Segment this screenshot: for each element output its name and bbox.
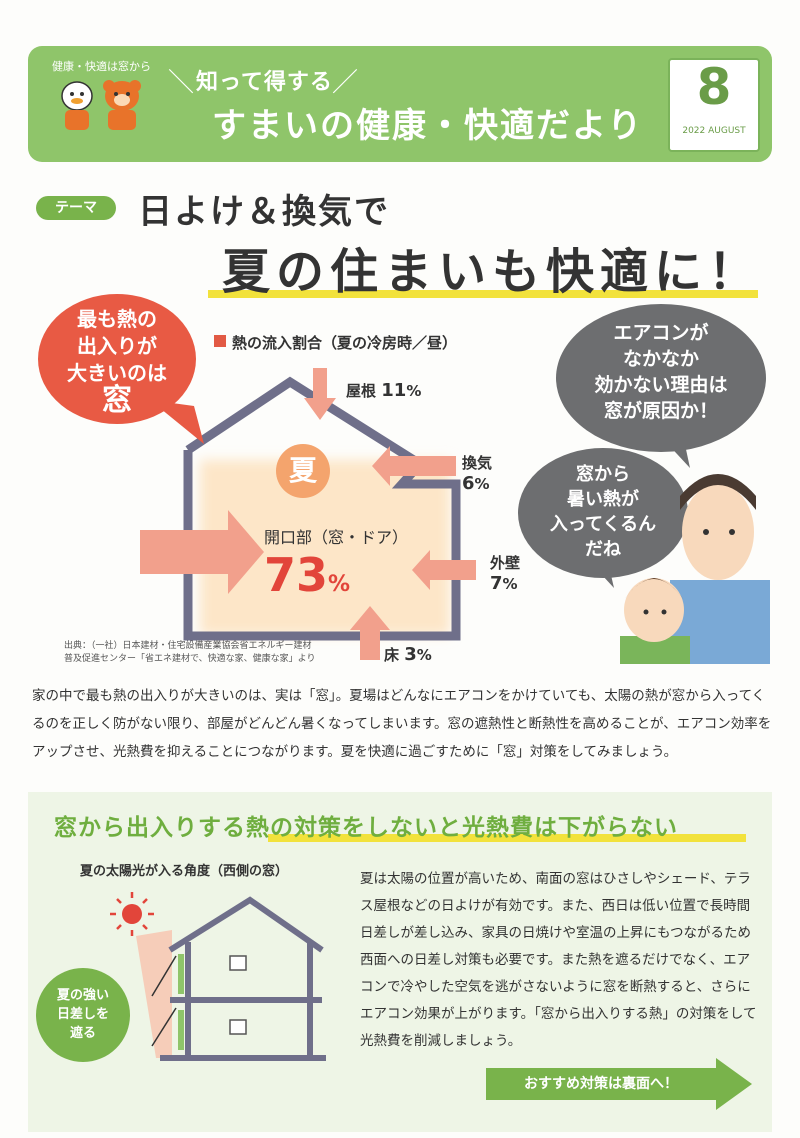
speech-tail	[590, 562, 614, 588]
wall-unit: %	[502, 575, 518, 593]
father-face	[682, 484, 754, 580]
house-roof-upper	[168, 896, 324, 953]
source-line: 普及促進センター「省エネ建材で、快適な家、健康な家」より	[64, 654, 316, 664]
speech-tail	[664, 440, 690, 468]
bear-mascot-icon	[103, 80, 141, 130]
floor-arrow	[350, 606, 390, 660]
speech-line: だね	[585, 539, 621, 560]
callout-bubble	[38, 294, 196, 424]
ventilation-label-text: 換気	[462, 454, 493, 472]
theme-underline	[208, 290, 758, 298]
section2-body: 夏は太陽の位置が高いため、南面の窓はひさしやシェード、テラス屋根などの日よけが有…	[360, 871, 757, 1049]
duck-mascot-icon	[61, 81, 93, 130]
window-lower	[229, 1019, 247, 1035]
sun-angle-diagram	[110, 892, 326, 1061]
father-hair	[680, 474, 756, 510]
callout-text: 最も熱の 出入りが 大きいのは 窓	[38, 306, 196, 418]
roof-label: 屋根 11%	[346, 380, 421, 401]
shade-upper	[178, 954, 184, 994]
roof-arrow	[304, 368, 336, 420]
opening-value-unit: %	[328, 572, 351, 597]
theme-heading: 日よけ＆換気で	[138, 192, 390, 232]
callout-line: 最も熱の	[77, 307, 157, 331]
floor-label: 床 3%	[384, 644, 432, 665]
intro-paragraph: 家の中で最も熱の出入りが大きいのは、実は「窓」。夏場はどんなにエアコンをかけてい…	[32, 688, 772, 760]
floor-value: 3	[404, 644, 417, 665]
roof-value: 11	[381, 380, 407, 401]
section2-title: 窓から出入りする熱の対策をしないと光熱費は下がらない	[54, 815, 678, 841]
circle-line: 日差しを	[56, 1007, 109, 1022]
issue-number: 8	[696, 58, 732, 116]
speech-line: なかなか	[622, 348, 699, 370]
house-heat-diagram	[140, 368, 476, 660]
speech-line: 暑い熱が	[567, 489, 639, 510]
house-outline	[183, 376, 461, 641]
speech-line: 入ってくるん	[549, 514, 657, 535]
opening-value-number: 73	[264, 548, 329, 602]
floor-unit: %	[416, 646, 432, 664]
wall-label: 外壁 7%	[490, 552, 520, 594]
theme-badge: テーマ	[36, 196, 116, 220]
floor-label-text: 床	[384, 646, 400, 664]
callout-tail	[150, 400, 204, 444]
speech-line: エアコンが	[613, 322, 709, 344]
section2-underline	[268, 834, 746, 842]
speech-line: 効かない理由は	[594, 374, 728, 396]
window-upper	[229, 955, 247, 971]
source-line: 出典：（一社）日本建材・住宅設備産業協会省エネルギー建材	[64, 641, 312, 651]
opening-arrow	[140, 510, 264, 594]
arrow-right-icon[interactable]	[716, 1058, 752, 1110]
heat-arrows	[140, 368, 476, 660]
callout-line: 大きいのは	[67, 361, 167, 385]
issue-box	[668, 58, 760, 152]
circle-line: 遮る	[69, 1026, 96, 1041]
speech-bubble-father	[556, 304, 766, 452]
roof-unit: %	[406, 382, 422, 400]
speech-line: 窓が原因か！	[603, 400, 718, 422]
source-note: 出典：（一社）日本建材・住宅設備産業協会省エネルギー建材 普及促進センター「省エ…	[64, 640, 315, 666]
tagline: 健康・快適は窓から	[52, 60, 151, 73]
decor-slash-right: ／	[332, 68, 359, 98]
roof-label-text: 屋根	[346, 382, 377, 400]
speech-bubble-child	[518, 448, 688, 578]
callout-emphasis: 窓	[102, 383, 132, 418]
speech-text-father: エアコンが なかなか 効かない理由は 窓が原因か！	[556, 320, 766, 424]
angle-diagram-title: 夏の太陽光が入る角度（西側の窓）	[80, 864, 289, 879]
issue-date: 2022 AUGUST	[682, 126, 746, 136]
child-face	[624, 578, 684, 642]
opening-value: 73%	[264, 548, 350, 602]
wall-arrow	[412, 550, 476, 590]
header-subtitle: 知って得する	[196, 70, 333, 95]
theme-main-title: 夏の住まいも快適に！	[222, 244, 763, 300]
chart-title: 熱の流入割合（夏の冷房時／昼）	[232, 334, 458, 352]
wall-label-text: 外壁	[490, 554, 521, 572]
shade-lower	[178, 1010, 184, 1050]
summer-badge: 夏	[276, 444, 330, 498]
chart-title-marker	[214, 335, 226, 347]
ventilation-arrow	[372, 446, 456, 486]
header-title: すまいの健康・快適だより	[212, 106, 644, 146]
speech-line: 窓から	[576, 464, 630, 485]
wall-value: 7	[490, 573, 503, 594]
family-illustration	[620, 474, 770, 664]
next-page-cta[interactable]: おすすめ対策は裏面へ！	[486, 1068, 716, 1100]
speech-text-child: 窓から 暑い熱が 入ってくるん だね	[518, 462, 688, 562]
ventilation-unit: %	[474, 475, 490, 493]
sun-icon	[110, 892, 154, 936]
shade-note-circle: 夏の強い 日差しを 遮る	[36, 968, 130, 1062]
circle-line: 夏の強い	[56, 988, 109, 1003]
decor-slash-left: ＼	[168, 68, 195, 98]
callout-line: 出入りが	[77, 334, 157, 358]
ventilation-value: 6	[462, 473, 475, 494]
opening-label: 開口部（窓・ドア）	[264, 528, 409, 547]
header-banner	[28, 46, 772, 162]
ventilation-label: 換気 6%	[462, 452, 492, 494]
